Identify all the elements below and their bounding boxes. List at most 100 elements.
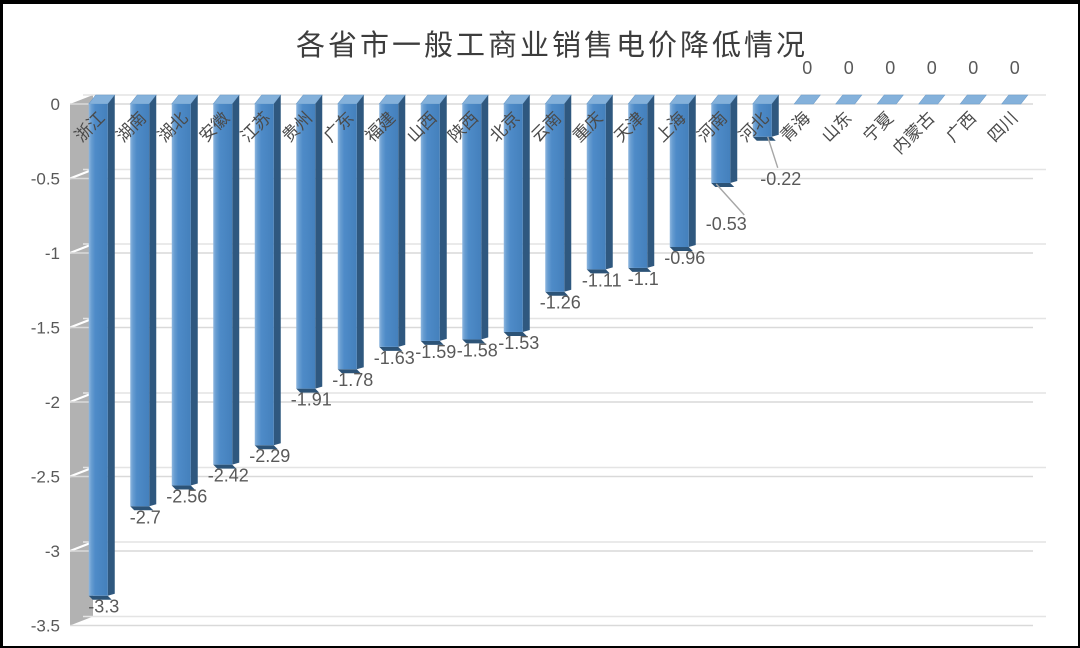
bar (295, 94, 323, 393)
data-label: -0.96 (664, 248, 705, 268)
bar (337, 94, 365, 374)
bar-side-face (273, 95, 281, 446)
bar-bottom-face (213, 464, 237, 469)
bar-side-face (232, 95, 240, 465)
bar-front-face (545, 104, 565, 292)
y-tick-label: -1 (45, 244, 60, 263)
zero-data-label: 0 (885, 58, 895, 78)
bar-front-face (669, 104, 689, 248)
category-label: 山东 (818, 108, 855, 145)
y-tick-label: -2.5 (31, 468, 60, 487)
bar-bottom-face (296, 388, 320, 393)
bar-side-face (771, 95, 779, 137)
bar-bottom-face (711, 182, 735, 187)
y-tick-label: -1.5 (31, 319, 60, 338)
data-label: -1.78 (332, 370, 373, 390)
bar (1001, 94, 1029, 105)
zero-data-label: 0 (802, 58, 812, 78)
bar-series (88, 94, 1029, 600)
bar-side-face (398, 95, 406, 347)
bar-cap (876, 94, 904, 105)
bar-bottom-face (586, 269, 610, 274)
bar (793, 94, 821, 105)
y-tick-label: -3 (45, 542, 60, 561)
y-tick-label: -2 (45, 393, 60, 412)
y-axis: 0 -0.5 -1 -1.5 -2 -2.5 -3 -3.5 (31, 95, 60, 636)
data-label: -1.63 (374, 348, 415, 368)
bar (835, 94, 863, 105)
y-tick-label: -3.5 (31, 617, 60, 636)
bar-bottom-face (420, 340, 444, 345)
bar (461, 94, 489, 344)
bar (586, 94, 614, 274)
data-label: -1.1 (628, 269, 659, 289)
bar-front-face (379, 104, 399, 347)
data-label: -2.7 (130, 507, 161, 527)
bar-front-face (171, 104, 191, 486)
bar-side-face (481, 95, 489, 340)
bar (752, 94, 780, 141)
bar-side-face (149, 95, 157, 507)
bar-front-face (503, 104, 523, 332)
bar-side-face (107, 95, 115, 596)
bar (710, 94, 738, 187)
bar (876, 94, 904, 105)
zero-data-label: 0 (927, 58, 937, 78)
category-label: 青海 (777, 108, 814, 145)
bar-front-face (130, 104, 150, 507)
data-label: -1.53 (498, 333, 539, 353)
data-label: -1.91 (291, 390, 332, 410)
bar-side-face (647, 95, 655, 268)
bar-front-face (420, 104, 440, 341)
bar-bottom-face (462, 339, 486, 344)
category-label: 宁夏 (860, 108, 897, 145)
zero-data-label: 0 (844, 58, 854, 78)
bar (420, 94, 448, 345)
bar (129, 94, 157, 511)
data-label: -1.58 (457, 340, 498, 360)
data-label: -2.56 (166, 486, 207, 506)
bar (254, 94, 282, 450)
bar-side-face (564, 95, 572, 292)
bar (212, 94, 240, 469)
bar (88, 94, 116, 600)
data-label: -2.42 (208, 466, 249, 486)
bar-front-face (88, 104, 108, 596)
category-label: 广西 (943, 108, 980, 145)
bar-bottom-face (88, 595, 112, 600)
bar-side-face (356, 95, 364, 370)
bar-bottom-face (254, 445, 278, 450)
bar-bottom-face (545, 291, 569, 296)
bar-side-face (190, 95, 198, 486)
bar-front-face (254, 104, 274, 446)
y-tick-label: -0.5 (31, 170, 60, 189)
bar-bottom-face (171, 485, 195, 490)
leader-line (767, 136, 779, 168)
wall-panel (70, 95, 93, 626)
bar (959, 94, 987, 105)
data-label: -0.53 (706, 214, 747, 234)
data-label: -0.22 (760, 169, 801, 189)
bar-cap (793, 94, 821, 105)
category-label: 四川 (984, 108, 1021, 145)
bar-front-face (586, 104, 606, 270)
y-tick-label: 0 (51, 95, 60, 114)
bar-front-face (711, 104, 731, 183)
bar (669, 94, 697, 252)
bar-cap (918, 94, 946, 105)
bar-bottom-face (628, 267, 652, 272)
data-labels: -3.3-2.7-2.56-2.42-2.29-1.91-1.78-1.63 -1… (88, 58, 1020, 617)
bar-front-face (462, 104, 482, 340)
bar-front-face (296, 104, 316, 389)
bar-front-face (213, 104, 233, 465)
category-label: 内蒙古 (889, 108, 938, 157)
bar (544, 94, 572, 296)
leader-line (715, 183, 745, 216)
bar-front-face (628, 104, 648, 268)
data-label: -1.26 (540, 293, 581, 313)
bar (627, 94, 655, 272)
bar (918, 94, 946, 105)
bar-cap (835, 94, 863, 105)
bar-side-face (688, 95, 696, 248)
data-label: -2.29 (249, 446, 290, 466)
